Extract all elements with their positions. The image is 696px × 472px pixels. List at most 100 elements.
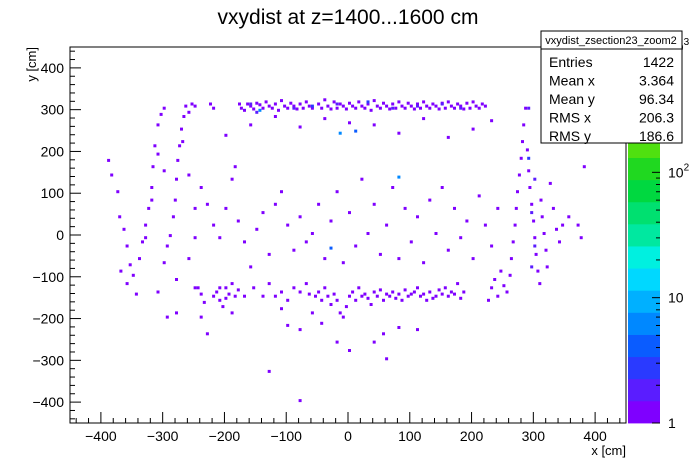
histogram-cell — [122, 227, 126, 231]
histogram-cell — [542, 232, 546, 235]
histogram-cell — [446, 100, 450, 104]
histogram-cell — [301, 106, 305, 110]
histogram-cell — [221, 305, 225, 309]
histogram-cell — [224, 133, 228, 137]
histogram-cell — [261, 294, 265, 298]
histogram-cell — [187, 110, 191, 114]
histogram-cell — [286, 106, 290, 110]
y-tick-label: 200 — [41, 143, 65, 159]
histogram-cell — [227, 292, 231, 296]
histogram-cell — [579, 236, 583, 240]
histogram-cell — [329, 219, 333, 223]
histogram-cell — [249, 265, 253, 269]
histogram-cell — [459, 106, 463, 110]
histogram-cell — [310, 232, 314, 235]
color-scale-segment — [628, 378, 660, 402]
histogram-cell — [372, 290, 376, 294]
histogram-cell — [110, 173, 114, 177]
histogram-cell — [298, 399, 302, 403]
histogram-cell — [487, 298, 490, 302]
histogram-cell — [252, 107, 256, 111]
histogram-cell — [372, 123, 376, 127]
histogram-cell — [406, 294, 410, 298]
histogram-cell — [255, 227, 259, 231]
histogram-cell — [218, 298, 222, 302]
histogram-cell — [243, 240, 246, 244]
histogram-cell — [533, 244, 537, 248]
histogram-cell — [360, 177, 364, 181]
histogram-cell — [199, 292, 203, 296]
histogram-cell — [548, 181, 552, 185]
histogram-cell — [348, 349, 351, 352]
histogram-cell — [360, 104, 364, 108]
histogram-cell — [372, 340, 376, 344]
histogram-cell — [391, 290, 395, 294]
histogram-cell — [230, 282, 234, 286]
histogram-cell — [175, 311, 178, 315]
histogram-cell — [400, 298, 404, 302]
histogram-cell — [480, 102, 484, 106]
histogram-cell — [558, 240, 561, 244]
histogram-cell — [320, 298, 324, 302]
histogram-cell — [409, 104, 413, 108]
histogram-cell — [317, 202, 321, 206]
histogram-cell — [239, 106, 243, 110]
histogram-cell — [165, 244, 169, 248]
histogram-cells — [107, 98, 586, 403]
histogram-cell — [243, 294, 246, 298]
histogram-cell — [527, 156, 531, 160]
histogram-cell — [471, 127, 475, 131]
histogram-cell — [344, 107, 348, 111]
histogram-cell — [391, 102, 395, 106]
histogram-cell — [187, 257, 191, 261]
histogram-cell — [193, 286, 197, 290]
plot-frame — [69, 46, 627, 424]
histogram-cell — [273, 102, 277, 106]
histogram-cell — [357, 100, 361, 104]
histogram-cell — [224, 206, 228, 210]
color-scale-tick-exponent: 2 — [684, 162, 690, 173]
histogram-cell — [348, 121, 351, 125]
histogram-cell — [270, 106, 274, 110]
histogram-cell — [243, 108, 246, 112]
histogram-cell — [483, 223, 487, 227]
histogram-cell — [277, 108, 280, 112]
histogram-cell — [323, 286, 327, 290]
histogram-cell — [369, 303, 373, 306]
histogram-cell — [538, 282, 542, 286]
histogram-cell — [138, 257, 141, 261]
statistics-box-title: vxydist_zsection23_zoom2 — [545, 35, 676, 47]
histogram-cell — [162, 261, 166, 265]
histogram-cell — [323, 98, 327, 102]
histogram-cell — [181, 140, 185, 144]
statistics-value: 186.6 — [639, 128, 674, 144]
histogram-cell — [530, 202, 534, 206]
histogram-cell — [193, 104, 197, 108]
histogram-cell — [150, 198, 154, 202]
histogram-cell — [317, 290, 321, 294]
histogram-cell — [428, 106, 432, 110]
histogram-cell — [533, 236, 537, 240]
histogram-cell — [366, 296, 370, 300]
x-axis-title: x [cm] — [591, 443, 626, 458]
histogram-cell — [434, 232, 438, 235]
color-scale-segment — [628, 201, 660, 225]
histogram-cell — [273, 294, 277, 298]
color-scale-segment — [628, 290, 660, 313]
histogram-cell — [462, 290, 466, 294]
histogram-cell — [280, 99, 283, 103]
histogram-cell — [443, 106, 447, 110]
histogram-cell — [292, 248, 296, 252]
histogram-cell — [218, 286, 222, 290]
histogram-cell — [125, 282, 129, 286]
histogram-cell — [338, 311, 342, 315]
histogram-cell — [292, 286, 296, 290]
statistics-value: 96.34 — [639, 91, 674, 107]
histogram-cell — [176, 158, 180, 162]
histogram-cell — [400, 104, 404, 108]
color-scale-segment — [628, 157, 660, 181]
histogram-cell — [519, 156, 523, 160]
histogram-cell — [428, 290, 432, 294]
histogram-cell — [209, 102, 212, 106]
histogram-cell — [391, 186, 395, 189]
